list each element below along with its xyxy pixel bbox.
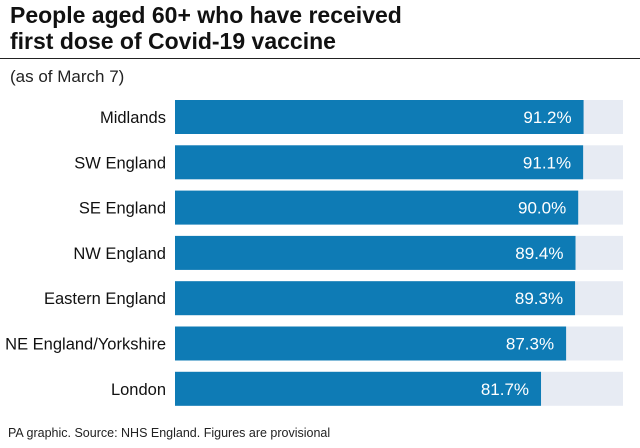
value-label-nw-england: 89.4% — [515, 244, 563, 263]
value-label-london: 81.7% — [481, 380, 529, 399]
bar-se-england — [175, 190, 579, 225]
value-label-eastern-england: 89.3% — [515, 289, 563, 308]
bar-london — [175, 371, 542, 406]
chart-title-line-1: People aged 60+ who have received — [10, 2, 402, 28]
category-label-nw-england: NW England — [73, 245, 166, 263]
bar-ne-england-yorkshire — [175, 326, 567, 361]
chart-subtitle: (as of March 7) — [10, 67, 125, 86]
category-label-eastern-england: Eastern England — [44, 290, 166, 308]
bar-eastern-england — [175, 281, 576, 316]
chart-title: People aged 60+ who have received first … — [10, 2, 610, 54]
category-label-midlands: Midlands — [100, 109, 166, 127]
value-label-ne-england-yorkshire: 87.3% — [506, 335, 554, 354]
bar-midlands — [175, 100, 584, 134]
category-label-ne-england-yorkshire: NE England/Yorkshire — [5, 336, 166, 354]
bar-sw-england — [175, 145, 584, 180]
category-label-london: London — [111, 381, 166, 399]
source-note: PA graphic. Source: NHS England. Figures… — [8, 426, 331, 440]
category-label-se-england: SE England — [79, 200, 166, 218]
value-label-sw-england: 91.1% — [523, 153, 571, 172]
category-label-sw-england: SW England — [74, 154, 166, 172]
title-divider — [0, 58, 640, 59]
value-label-midlands: 91.2% — [523, 108, 571, 127]
chart-title-line-2: first dose of Covid-19 vaccine — [10, 28, 336, 54]
bar-nw-england — [175, 235, 576, 270]
value-label-se-england: 90.0% — [518, 199, 566, 218]
